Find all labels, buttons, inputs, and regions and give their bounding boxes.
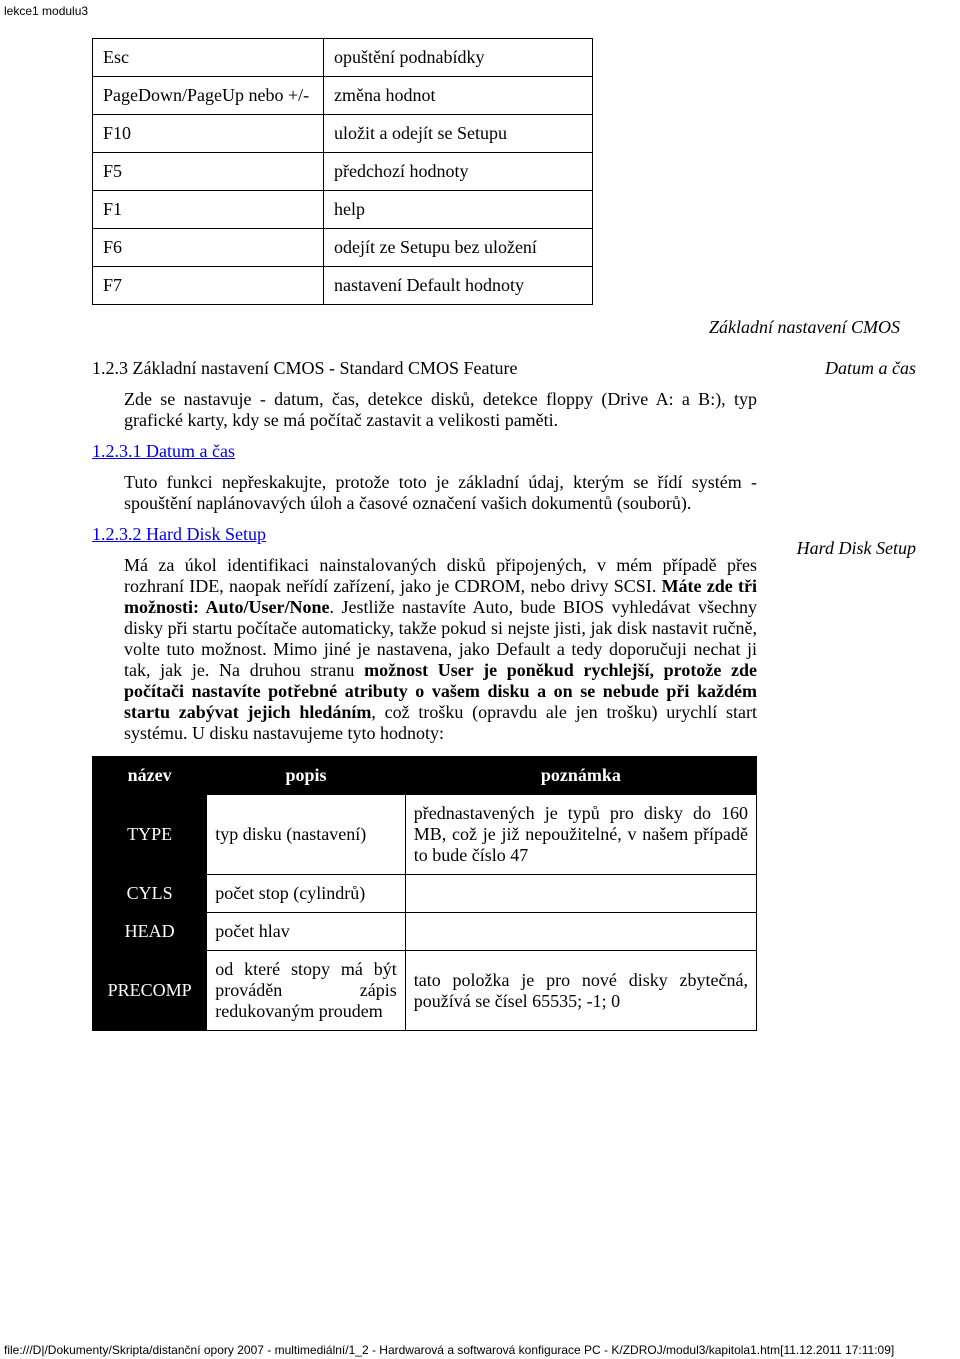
para-1-2-3-2: Má za úkol identifikaci nainstalovaných … xyxy=(124,555,757,744)
key-cell: F6 xyxy=(93,229,324,267)
keys-row: F7nastavení Default hodnoty xyxy=(93,267,593,305)
key-cell: Esc xyxy=(93,39,324,77)
desc-cell: předchozí hodnoty xyxy=(324,153,593,191)
keys-row: F1help xyxy=(93,191,593,229)
desc-cell: změna hodnot xyxy=(324,77,593,115)
keys-row: F6odejít ze Setupu bez uložení xyxy=(93,229,593,267)
page-header: lekce1 modulu3 xyxy=(0,0,960,18)
attr-desc: od které stopy má být prováděn zápis red… xyxy=(207,951,405,1031)
table-row: PRECOMPod které stopy má být prováděn zá… xyxy=(93,951,757,1031)
table-header-row: název popis poznámka xyxy=(93,757,757,795)
para-1-2-3-1: Tuto funkci nepřeskakujte, protože toto … xyxy=(124,472,757,514)
keys-row: Escopuštění podnabídky xyxy=(93,39,593,77)
link-1-2-3-2[interactable]: 1.2.3.2 Hard Disk Setup xyxy=(92,524,266,544)
attr-note: přednastavených je typů pro disky do 160… xyxy=(405,795,756,875)
attr-note: tato položka je pro nové disky zbytečná,… xyxy=(405,951,756,1031)
key-cell: F7 xyxy=(93,267,324,305)
desc-cell: help xyxy=(324,191,593,229)
keys-row: PageDown/PageUp nebo +/-změna hodnot xyxy=(93,77,593,115)
side-note-datum: Datum a čas xyxy=(825,358,916,379)
caption-basic-cmos: Základní nastavení CMOS xyxy=(92,317,930,338)
side-note-hdd: Hard Disk Setup xyxy=(797,538,916,559)
key-cell: F5 xyxy=(93,153,324,191)
desc-cell: nastavení Default hodnoty xyxy=(324,267,593,305)
page-footer: file:///D|/Dokumenty/Skripta/distanční o… xyxy=(4,1343,894,1357)
table-row: CYLSpočet stop (cylindrů) xyxy=(93,875,757,913)
key-cell: F10 xyxy=(93,115,324,153)
key-cell: F1 xyxy=(93,191,324,229)
attr-name: TYPE xyxy=(93,795,207,875)
keys-row: F5předchozí hodnoty xyxy=(93,153,593,191)
attr-desc: počet stop (cylindrů) xyxy=(207,875,405,913)
attr-desc: počet hlav xyxy=(207,913,405,951)
key-cell: PageDown/PageUp nebo +/- xyxy=(93,77,324,115)
attributes-table: název popis poznámka TYPEtyp disku (nast… xyxy=(92,756,757,1031)
attr-name: HEAD xyxy=(93,913,207,951)
attr-name: PRECOMP xyxy=(93,951,207,1031)
col-name: název xyxy=(93,757,207,795)
para-1-2-3: Zde se nastavuje - datum, čas, detekce d… xyxy=(124,389,757,431)
table-row: TYPEtyp disku (nastavení)přednastavených… xyxy=(93,795,757,875)
link-1-2-3-1[interactable]: 1.2.3.1 Datum a čas xyxy=(92,441,235,461)
desc-cell: odejít ze Setupu bez uložení xyxy=(324,229,593,267)
attr-desc: typ disku (nastavení) xyxy=(207,795,405,875)
attr-name: CYLS xyxy=(93,875,207,913)
desc-cell: uložit a odejít se Setupu xyxy=(324,115,593,153)
attr-note xyxy=(405,913,756,951)
table-row: HEADpočet hlav xyxy=(93,913,757,951)
keys-table: Escopuštění podnabídkyPageDown/PageUp ne… xyxy=(92,38,593,305)
col-desc: popis xyxy=(207,757,405,795)
heading-1-2-3: 1.2.3 Základní nastavení CMOS - Standard… xyxy=(92,358,757,379)
col-note: poznámka xyxy=(405,757,756,795)
attr-note xyxy=(405,875,756,913)
keys-row: F10uložit a odejít se Setupu xyxy=(93,115,593,153)
desc-cell: opuštění podnabídky xyxy=(324,39,593,77)
